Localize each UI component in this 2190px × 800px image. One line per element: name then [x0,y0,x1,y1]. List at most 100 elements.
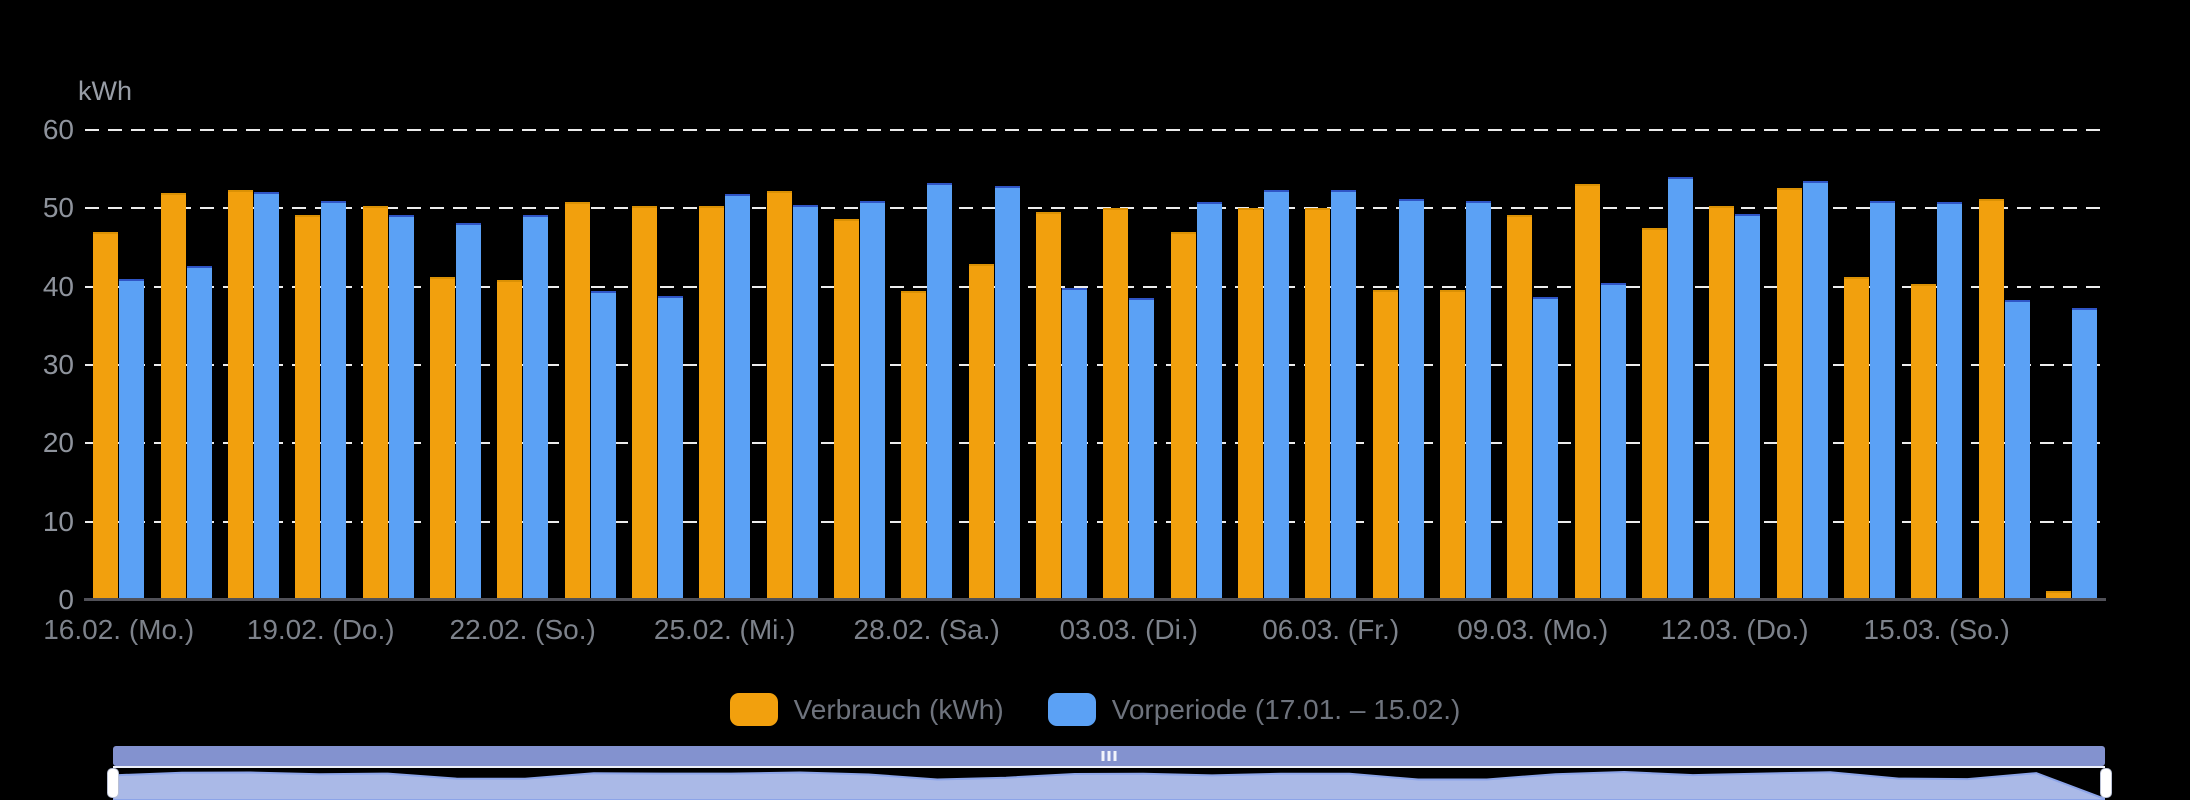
bar-verbrauch-02.03.[interactable] [1035,212,1061,601]
bar-verbrauch-17.02.[interactable] [160,192,186,600]
bar-vorperiode-19.02.[interactable] [321,200,347,600]
bar-vorperiode-24.02.[interactable] [657,296,683,600]
x-tick-label-0: 16.02. (Mo.) [43,614,195,645]
bar-vorperiode-25.02.[interactable] [725,193,751,600]
y-tick-label-0: 0 [58,584,74,615]
x-tick-label-9: 15.03. (So.) [1863,614,2010,645]
bar-vorperiode-06.03.[interactable] [1331,190,1357,600]
bar-verbrauch-04.03.[interactable] [1170,231,1196,600]
gridline-20 [85,442,2105,445]
y-axis-title: kWh [78,76,132,106]
bar-vorperiode-20.02.[interactable] [388,215,414,600]
bar-verbrauch-09.03.[interactable] [1507,215,1533,600]
bar-vorperiode-23.02.[interactable] [590,290,616,600]
range-navigator [107,746,2112,800]
y-tick-label-40: 40 [42,270,74,302]
gridline-40 [85,285,2105,288]
y-tick-label-60: 60 [42,114,74,145]
gridline-10 [85,520,2105,523]
bar-vorperiode-11.03.[interactable] [1667,177,1693,600]
navigator-separator [113,766,2105,768]
bar-vorperiode-08.03.[interactable] [1465,200,1491,600]
bar-vorperiode-16.02.[interactable] [119,278,145,600]
bar-verbrauch-27.02.[interactable] [833,219,859,600]
bar-verbrauch-14.03.[interactable] [1843,277,1869,600]
x-tick-label-1: 19.02. (Do.) [246,614,395,645]
legend-swatch-verbrauch [729,693,778,726]
y-tick-label-30: 30 [42,349,74,380]
legend-label-vorperiode: Vorperiode (17.01. – 15.02.) [1111,693,1461,725]
bar-vorperiode-26.02.[interactable] [792,205,818,600]
bar-vorperiode-17.02.[interactable] [186,266,212,600]
navigator-handle-right[interactable] [2100,768,2112,798]
legend-swatch-vorperiode [1047,693,1096,726]
bar-vorperiode-01.03.[interactable] [994,185,1020,600]
bar-verbrauch-11.03.[interactable] [1641,227,1667,600]
bar-vorperiode-09.03.[interactable] [1533,296,1559,600]
y-tick-label-10: 10 [42,505,74,537]
gridline-30 [85,364,2105,366]
legend-item-verbrauch[interactable]: Verbrauch (kWh) [729,693,1004,726]
bar-verbrauch-08.03.[interactable] [1439,289,1465,600]
bar-verbrauch-25.02.[interactable] [699,206,725,600]
bar-vorperiode-10.03.[interactable] [1600,282,1626,601]
bar-vorperiode-14.03.[interactable] [1869,201,1895,600]
bar-verbrauch-23.02.[interactable] [564,202,590,600]
bar-vorperiode-05.03.[interactable] [1263,190,1289,600]
bar-verbrauch-07.03.[interactable] [1372,289,1398,600]
bar-vorperiode-18.02.[interactable] [253,191,279,600]
bar-verbrauch-19.02.[interactable] [295,214,321,600]
bar-verbrauch-20.02.[interactable] [362,206,388,600]
bar-vorperiode-03.03.[interactable] [1129,297,1155,600]
bar-verbrauch-16.03.[interactable] [1978,198,2004,600]
bar-verbrauch-17.03.[interactable] [2045,590,2071,600]
bar-verbrauch-26.02.[interactable] [766,191,792,600]
bar-verbrauch-10.03.[interactable] [1574,184,1600,600]
bar-vorperiode-13.03.[interactable] [1802,180,1828,600]
navigator-area-chart [113,770,2105,800]
x-tick-label-2: 22.02. (So.) [449,614,596,645]
x-tick-label-6: 06.03. (Fr.) [1262,614,1400,645]
bar-verbrauch-21.02.[interactable] [429,277,455,600]
gridline-50 [85,207,2105,210]
scrollbar-thumb[interactable] [113,746,2105,766]
x-tick-label-5: 03.03. (Di.) [1059,614,1198,645]
drag-grip-icon [1101,751,1117,761]
x-axis-line [84,598,2106,601]
bar-verbrauch-12.03.[interactable] [1709,206,1735,600]
bar-vorperiode-04.03.[interactable] [1196,202,1222,600]
bar-vorperiode-17.03.[interactable] [2071,307,2097,600]
x-tick-label-4: 28.02. (Sa.) [853,614,1000,645]
legend: Verbrauch (kWh) Vorperiode (17.01. – 15.… [0,693,2190,726]
bar-verbrauch-05.03.[interactable] [1237,208,1263,600]
x-tick-label-8: 12.03. (Do.) [1660,614,1809,645]
bar-vorperiode-16.03.[interactable] [2004,300,2030,600]
bar-verbrauch-22.02.[interactable] [497,280,523,600]
bar-verbrauch-03.03.[interactable] [1103,208,1129,600]
bar-vorperiode-15.03.[interactable] [1937,202,1963,600]
bar-vorperiode-28.02.[interactable] [927,183,953,600]
bar-verbrauch-01.03.[interactable] [968,264,994,600]
bar-vorperiode-22.02.[interactable] [523,215,549,600]
bar-verbrauch-16.02.[interactable] [93,231,119,600]
bar-vorperiode-27.02.[interactable] [859,201,885,600]
y-tick-label-20: 20 [42,427,74,459]
bar-verbrauch-15.03.[interactable] [1911,284,1937,600]
bar-vorperiode-02.03.[interactable] [1061,287,1087,600]
bar-vorperiode-21.02.[interactable] [455,223,481,600]
bar-vorperiode-07.03.[interactable] [1398,198,1424,600]
x-tick-label-7: 09.03. (Mo.) [1457,614,1609,645]
bar-verbrauch-24.02.[interactable] [631,206,657,600]
y-tick-label-50: 50 [42,192,74,224]
bar-verbrauch-18.02.[interactable] [227,190,253,600]
bar-verbrauch-06.03.[interactable] [1305,208,1331,600]
bar-vorperiode-12.03.[interactable] [1735,213,1761,600]
legend-label-verbrauch: Verbrauch (kWh) [793,693,1004,725]
gridline-60 [85,129,2105,131]
navigator-handle-left[interactable] [107,768,119,798]
bar-verbrauch-13.03.[interactable] [1776,188,1802,600]
legend-item-vorperiode[interactable]: Vorperiode (17.01. – 15.02.) [1047,693,1461,726]
bar-verbrauch-28.02.[interactable] [901,290,927,600]
x-tick-label-3: 25.02. (Mi.) [653,614,796,645]
